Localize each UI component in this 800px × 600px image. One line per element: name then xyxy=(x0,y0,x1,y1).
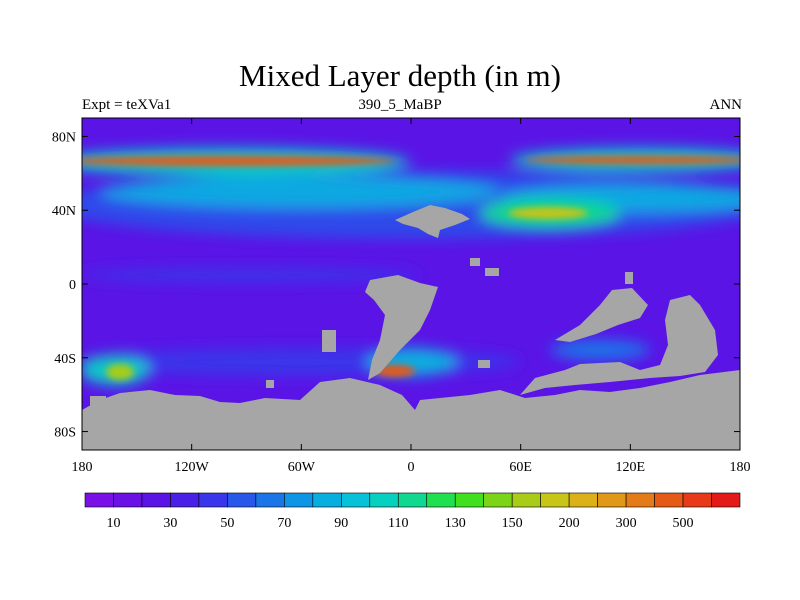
south-america-land xyxy=(365,275,438,380)
colorbar-swatch xyxy=(369,492,399,508)
colorbar-swatch xyxy=(397,492,428,508)
x-tick-label: 120W xyxy=(175,460,210,475)
x-tick-label: 60W xyxy=(288,460,316,475)
colorbar-label: 300 xyxy=(616,516,637,531)
colorbar-swatch xyxy=(84,492,114,508)
north-band-mid xyxy=(100,176,500,208)
x-tick-label: 60E xyxy=(509,460,532,475)
south-pacific-core xyxy=(106,364,134,380)
colorbar: 10 30 50 70 90 110 130 150 200 300 500 xyxy=(84,492,741,531)
x-tick-label: 180 xyxy=(730,460,751,475)
colorbar-swatch xyxy=(227,492,257,508)
colorbar-label: 10 xyxy=(106,516,120,531)
colorbar-label: 30 xyxy=(163,516,177,531)
experiment-label: Expt = teXVa1 xyxy=(82,97,172,113)
x-tick-label: 180 xyxy=(72,460,93,475)
colorbar-label: 70 xyxy=(277,516,291,531)
colorbar-swatch xyxy=(141,492,171,508)
season-label: ANN xyxy=(709,97,743,113)
island-4 xyxy=(322,330,336,352)
colorbar-swatch xyxy=(625,492,655,508)
colorbar-swatch xyxy=(255,492,285,508)
colorbar-label: 90 xyxy=(334,516,348,531)
island-3 xyxy=(625,272,633,284)
y-tick-label: 40N xyxy=(52,204,76,219)
x-tick-label: 120E xyxy=(616,460,646,475)
colorbar-swatch xyxy=(597,492,627,508)
colorbar-swatch xyxy=(113,492,143,508)
colorbar-label: 130 xyxy=(445,516,466,531)
colorbar-label: 150 xyxy=(502,516,523,531)
period-label: 390_5_MaBP xyxy=(358,97,442,113)
africa-land xyxy=(520,295,718,395)
y-tick-label: 80S xyxy=(54,426,76,441)
y-tick-label: 0 xyxy=(69,278,76,293)
equatorial-band xyxy=(82,268,420,282)
colorbar-swatch xyxy=(341,492,371,508)
y-tick-label: 40S xyxy=(54,352,76,367)
colorbar-swatch xyxy=(170,492,200,508)
colorbar-label: 110 xyxy=(388,516,408,531)
island-7 xyxy=(90,396,106,410)
island-6 xyxy=(478,360,490,368)
y-axis: 80N 40N 0 40S 80S xyxy=(52,130,740,441)
land-mask xyxy=(82,205,740,450)
arctic-band-core xyxy=(82,156,395,166)
colorbar-swatch xyxy=(284,492,314,508)
colorbar-label: 500 xyxy=(673,516,694,531)
north-pacific-core xyxy=(508,207,588,219)
colorbar-swatch xyxy=(711,492,741,508)
colorbar-swatch xyxy=(312,492,342,508)
colorbar-swatch xyxy=(454,492,484,508)
colorbar-label: 200 xyxy=(559,516,580,531)
indian-peninsula-land xyxy=(555,288,648,342)
south-atlantic-core xyxy=(375,365,415,377)
colorbar-swatch xyxy=(654,492,684,508)
colorbar-swatch xyxy=(426,492,456,508)
island-5 xyxy=(266,380,274,388)
colorbar-swatch xyxy=(198,492,228,508)
y-tick-label: 80N xyxy=(52,130,76,145)
antarctica-land xyxy=(82,370,740,450)
colorbar-swatch xyxy=(483,492,513,508)
arctic-band-core-2 xyxy=(525,156,740,164)
x-axis: 180 120W 60W 0 60E 120E 180 xyxy=(72,118,751,475)
x-tick-label: 0 xyxy=(408,460,415,475)
colorbar-label: 50 xyxy=(220,516,234,531)
island-2 xyxy=(485,268,499,276)
south-indian-halo xyxy=(550,340,650,360)
colorbar-swatch xyxy=(540,492,570,508)
colorbar-swatch xyxy=(682,492,712,508)
colorbar-swatch xyxy=(568,492,598,508)
asia-land xyxy=(395,205,470,238)
colorbar-swatch xyxy=(511,492,541,508)
map-title: Mixed Layer depth (in m) xyxy=(239,58,561,93)
island-1 xyxy=(470,258,480,266)
